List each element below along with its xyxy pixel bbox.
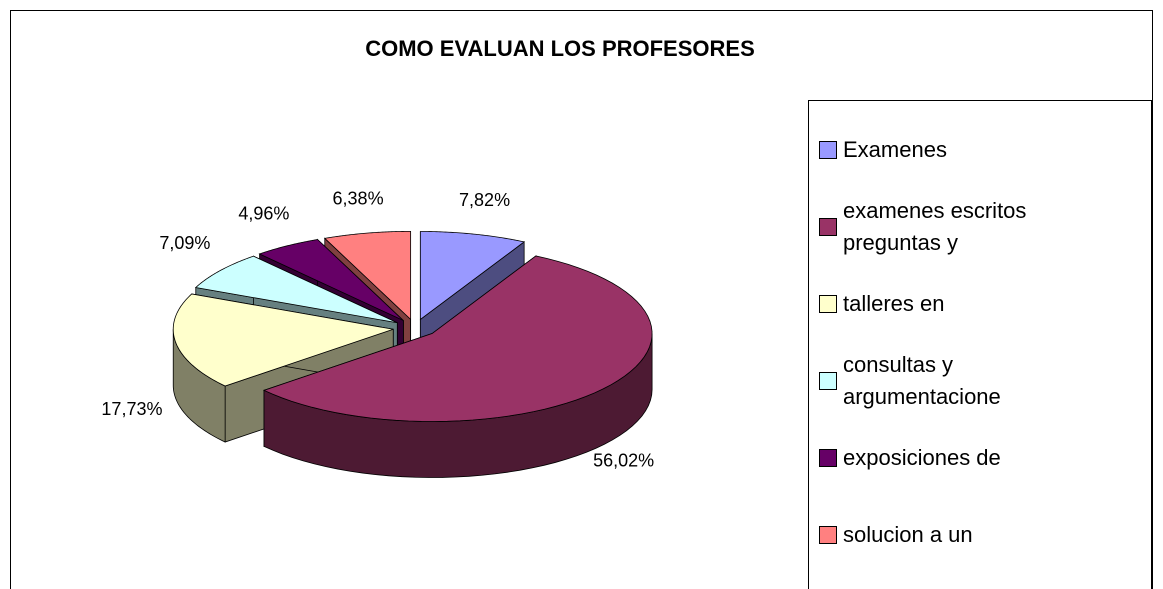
legend-entry: solucion a un [819, 496, 1093, 573]
legend: Examenes examenes escritos preguntas y tal… [808, 100, 1152, 589]
legend-label: solucion a un [843, 521, 973, 547]
data-label: 17,73% [101, 399, 162, 419]
legend-entry: consultas y argumentacione [819, 342, 1093, 419]
data-label: 4,96% [238, 204, 289, 224]
legend-entry: talleres en [819, 265, 1093, 342]
slice [419, 231, 526, 321]
legend-swatch [819, 525, 837, 544]
legend-label: Examenes [843, 136, 947, 162]
legend-swatch [819, 448, 837, 467]
chart-border [10, 10, 1153, 589]
legend-swatch [819, 217, 837, 236]
slice [262, 255, 653, 422]
data-label: 7,09% [159, 233, 210, 253]
legend-label: talleres en [843, 290, 945, 316]
pie-tops [172, 230, 653, 422]
legend-label: exposiciones de [843, 444, 1001, 470]
legend-swatch [819, 371, 837, 390]
slice [258, 239, 404, 321]
data-label: 7,82% [459, 190, 510, 210]
chart-title: COMO EVALUAN LOS PROFESORES [365, 36, 755, 61]
data-label: 56,02% [593, 450, 654, 470]
legend-label: consultas y argumentacione [843, 351, 1001, 409]
legend-entry: exposiciones de [819, 419, 1093, 496]
legend-entry: Examenes [819, 111, 1093, 188]
slice [323, 230, 412, 321]
slice [172, 293, 394, 387]
slice [194, 255, 398, 324]
legend-swatch [819, 294, 837, 313]
data-label: 6,38% [333, 189, 384, 209]
legend-entry: examenes escritos preguntas y [819, 188, 1093, 265]
legend-label: examenes escritos preguntas y [843, 197, 1027, 255]
legend-swatch [819, 140, 837, 159]
